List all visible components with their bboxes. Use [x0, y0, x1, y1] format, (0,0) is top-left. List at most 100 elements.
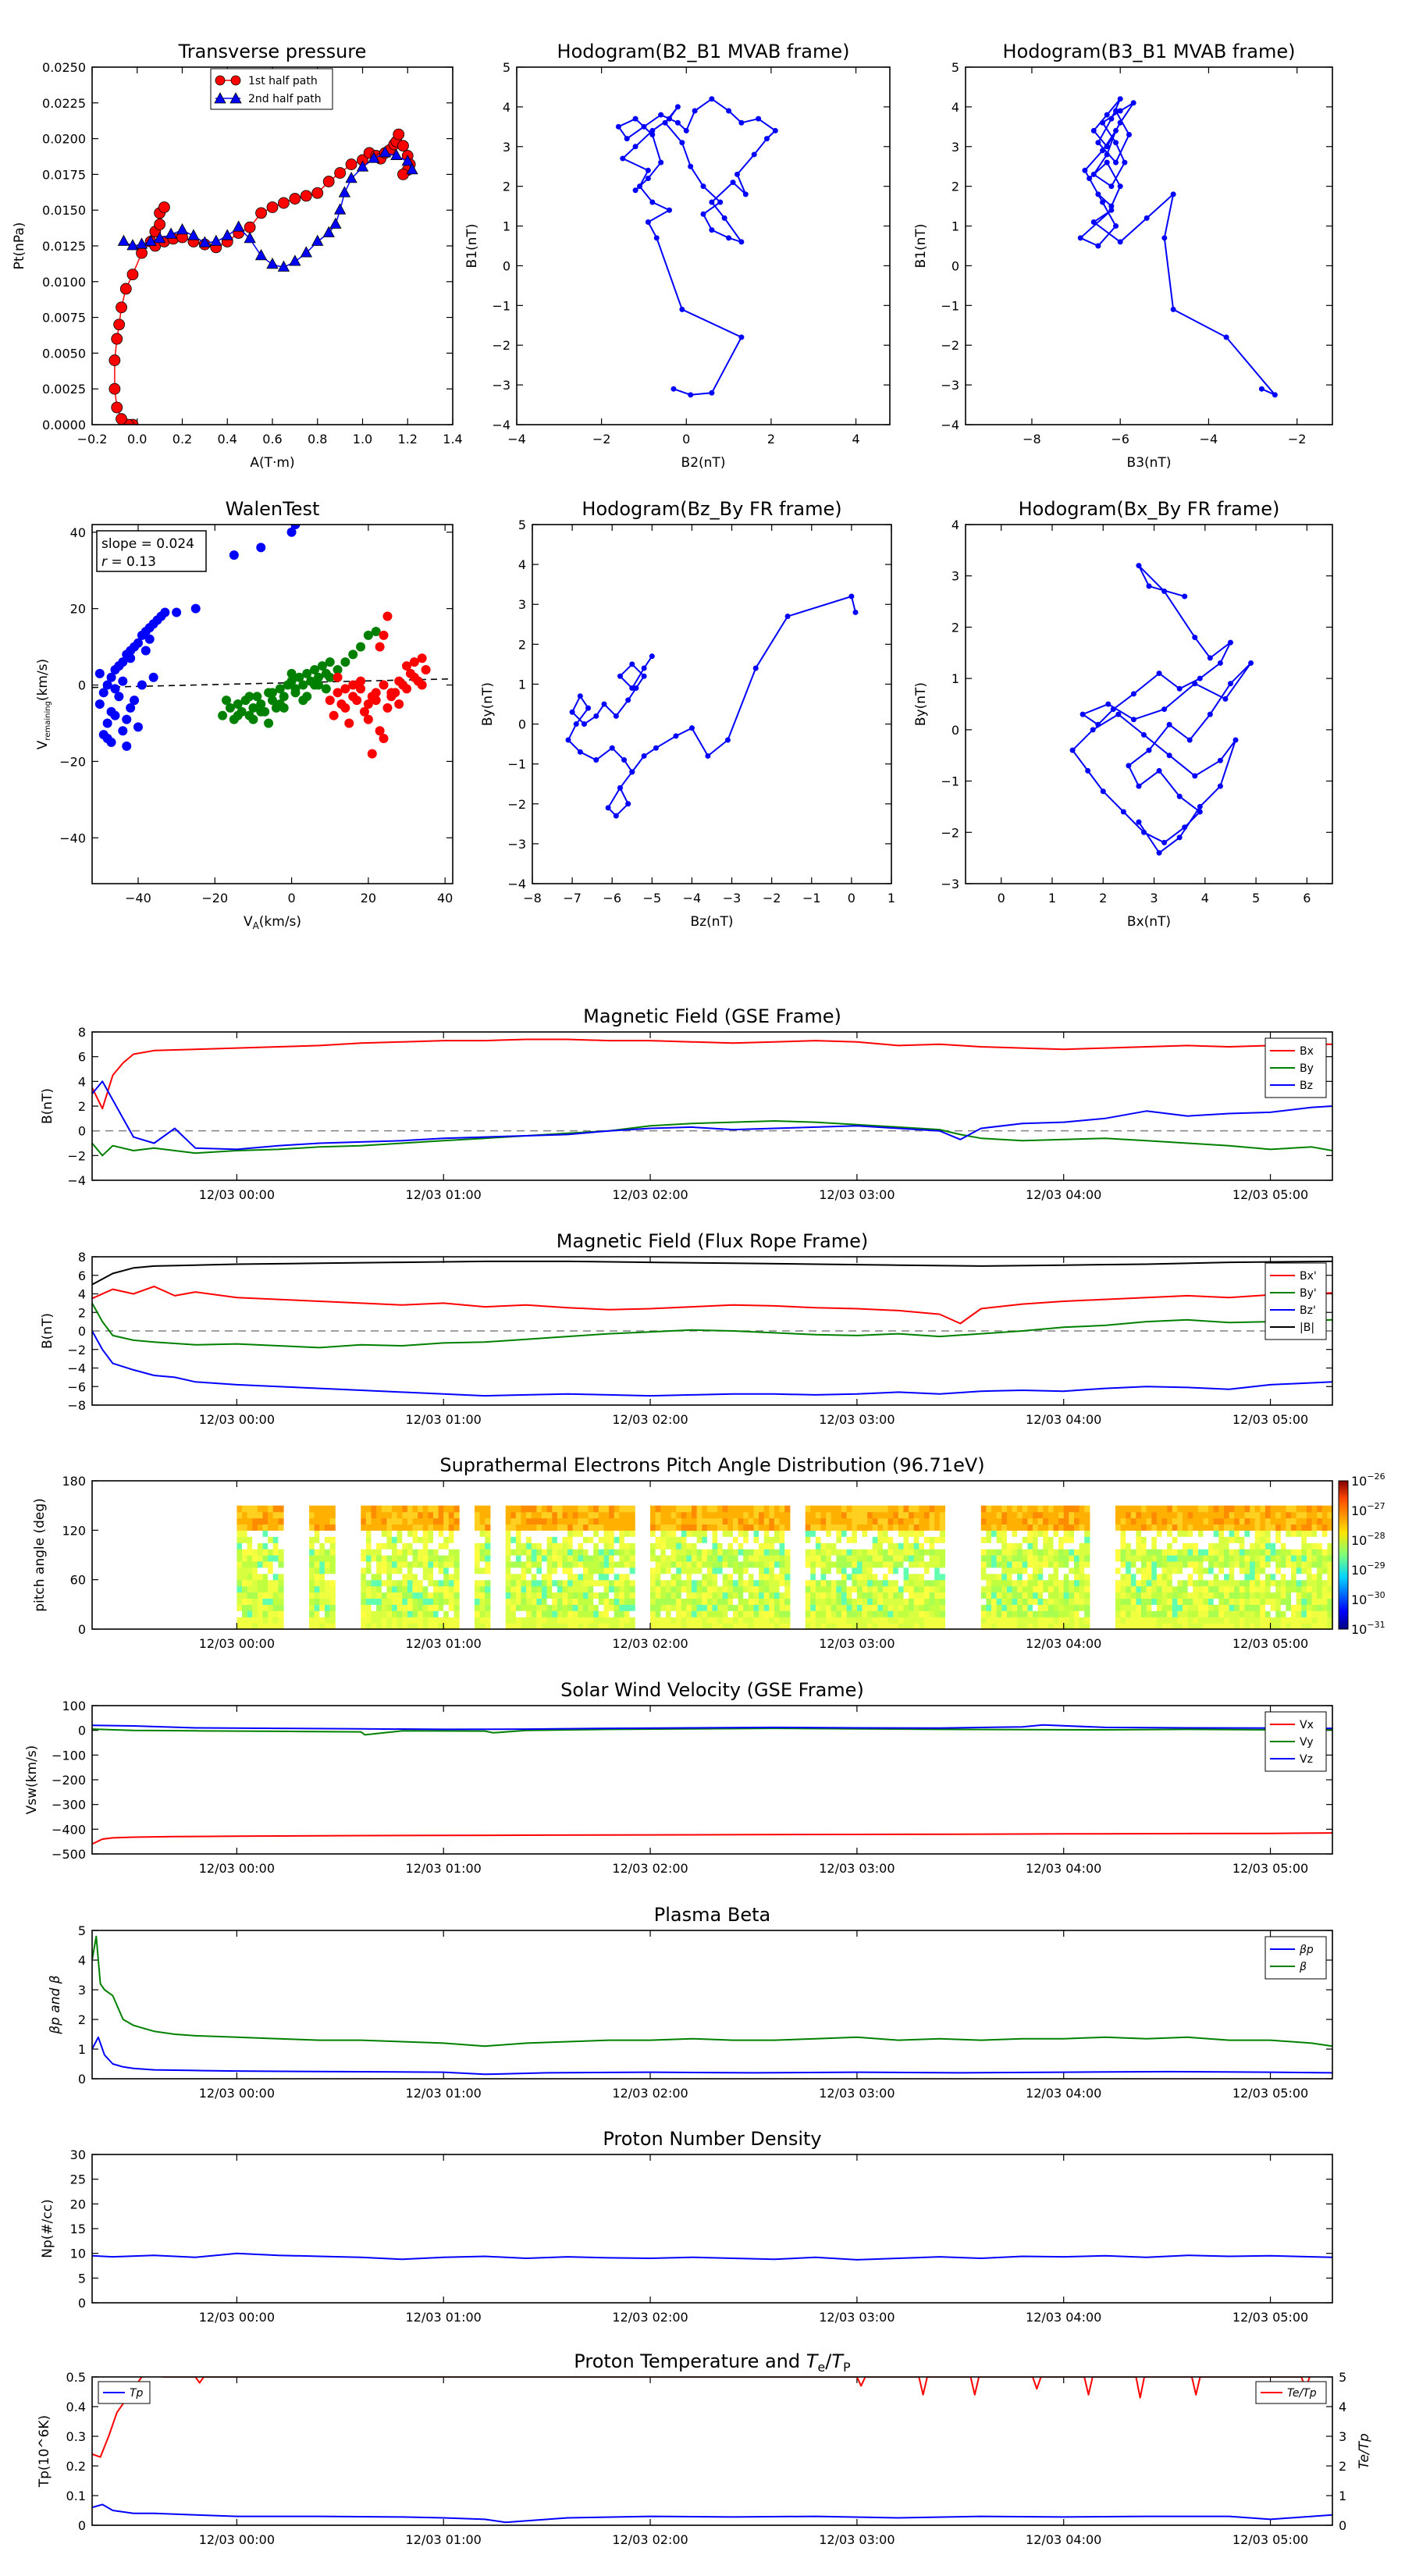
heatmap-cell: [603, 1549, 610, 1556]
heatmap-cell: [696, 1549, 702, 1556]
heatmap-cell: [1043, 1579, 1049, 1587]
legend-label: Tp: [130, 2387, 144, 2400]
heatmap-cell: [841, 1585, 848, 1593]
heatmap-cell: [1301, 1598, 1307, 1605]
heatmap-cell: [546, 1517, 553, 1525]
heatmap-cell: [1084, 1549, 1090, 1556]
heatmap-cell: [433, 1579, 439, 1587]
heatmap-cell: [712, 1567, 718, 1574]
colorbar-label: 10−26: [1351, 1471, 1385, 1489]
heatmap-cell: [407, 1610, 414, 1617]
heatmap-cell: [753, 1542, 759, 1550]
heatmap-cell: [898, 1511, 904, 1519]
x-tick-label: 12/03 03:00: [819, 1861, 895, 1876]
heatmap-cell: [820, 1610, 827, 1617]
heatmap-cell: [681, 1536, 687, 1543]
data-point: [153, 231, 166, 244]
heatmap-cell: [856, 1617, 863, 1624]
y-tick-label: 0.0125: [42, 239, 86, 254]
x-tick-label: 12/03 01:00: [406, 1636, 482, 1651]
heatmap-cell: [763, 1549, 770, 1556]
heatmap-cell: [769, 1560, 775, 1568]
heatmap-cell: [893, 1524, 899, 1531]
heatmap-cell: [505, 1610, 511, 1617]
legend-marker: [230, 75, 241, 86]
heatmap-cell: [929, 1536, 935, 1543]
hodogram-bx-by-plot: Hodogram(Bx_By FR frame)0 1 2 3 4 5 6−3−2−1012…: [913, 498, 1333, 930]
heatmap-cell: [738, 1530, 744, 1537]
heatmap-cell: [883, 1610, 889, 1617]
heatmap-cell: [867, 1555, 873, 1562]
heatmap-cell: [479, 1585, 486, 1593]
heatmap-cell: [1306, 1573, 1313, 1581]
heatmap-cell: [252, 1505, 258, 1513]
heatmap-cell: [1172, 1567, 1178, 1574]
heatmap-cell: [722, 1549, 728, 1556]
heatmap-cell: [1291, 1511, 1297, 1519]
heatmap-cell: [784, 1517, 791, 1525]
heatmap-cell: [1120, 1549, 1126, 1556]
heatmap-cell: [1053, 1542, 1059, 1550]
heatmap-cell: [1058, 1530, 1065, 1537]
heatmap-cell: [670, 1536, 677, 1543]
heatmap-cell: [805, 1542, 811, 1550]
heatmap-cell: [562, 1573, 568, 1581]
heatmap-cell: [443, 1560, 450, 1568]
heatmap-cell: [619, 1511, 625, 1519]
heatmap-cell: [593, 1517, 599, 1525]
heatmap-cell: [1069, 1530, 1075, 1537]
data-point: [1095, 721, 1101, 728]
heatmap-cell: [521, 1530, 527, 1537]
data-point: [333, 672, 343, 682]
heatmap-cell: [1084, 1617, 1090, 1624]
heatmap-cell: [262, 1610, 269, 1617]
heatmap-cell: [572, 1610, 578, 1617]
heatmap-cell: [1053, 1567, 1059, 1574]
heatmap-cell: [562, 1517, 568, 1525]
heatmap-cell: [603, 1610, 610, 1617]
heatmap-cell: [1063, 1610, 1069, 1617]
heatmap-cell: [474, 1555, 481, 1562]
x-tick-label: 1.2: [398, 432, 418, 447]
data-point: [649, 199, 656, 205]
heatmap-cell: [909, 1592, 915, 1599]
heatmap-cell: [242, 1549, 248, 1556]
heatmap-cell: [676, 1524, 682, 1531]
heatmap-cell: [660, 1617, 667, 1624]
heatmap-cell: [1167, 1530, 1173, 1537]
heatmap-cell: [314, 1567, 320, 1574]
y-tick-label: 0.1: [66, 2489, 86, 2503]
heatmap-cell: [505, 1505, 511, 1513]
heatmap-cell: [1130, 1517, 1136, 1525]
heatmap-cell: [1017, 1536, 1023, 1543]
data-point: [302, 668, 312, 678]
heatmap-cell: [1306, 1567, 1313, 1574]
data-point: [1182, 593, 1188, 600]
heatmap-cell: [603, 1511, 610, 1519]
heatmap-cell: [1146, 1505, 1152, 1513]
heatmap-cell: [526, 1536, 532, 1543]
heatmap-cell: [1130, 1579, 1136, 1587]
heatmap-cell: [624, 1560, 631, 1568]
legend-label: β: [1299, 1961, 1307, 1973]
heatmap-cell: [893, 1579, 899, 1587]
heatmap-cell: [712, 1604, 718, 1611]
heatmap-cell: [1187, 1604, 1193, 1611]
data-point: [1120, 809, 1126, 815]
heatmap-cell: [779, 1598, 785, 1605]
heatmap-cell: [438, 1542, 444, 1550]
heatmap-cell: [1069, 1524, 1075, 1531]
heatmap-cell: [769, 1617, 775, 1624]
heatmap-cell: [593, 1610, 599, 1617]
heatmap-cell: [867, 1573, 873, 1581]
heatmap-cell: [454, 1560, 460, 1568]
heatmap-cell: [856, 1567, 863, 1574]
heatmap-cell: [887, 1517, 894, 1525]
heatmap-cell: [805, 1505, 811, 1513]
data-point: [1258, 386, 1264, 392]
heatmap-cell: [1208, 1542, 1215, 1550]
heatmap-cell: [991, 1542, 998, 1550]
heatmap-cell: [278, 1579, 284, 1587]
heatmap-cell: [619, 1542, 625, 1550]
heatmap-cell: [1275, 1542, 1282, 1550]
